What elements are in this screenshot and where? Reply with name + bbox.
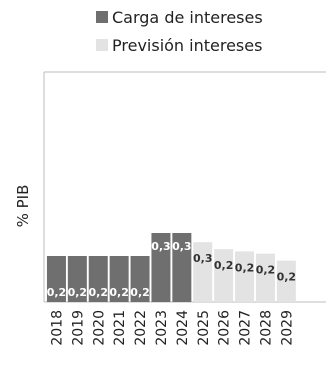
data-label-2025: 0,3: [193, 252, 213, 265]
x-tick-2029: 2029: [279, 310, 295, 346]
x-tick-2022: 2022: [133, 310, 149, 346]
bar-prevision-2026: [214, 249, 234, 302]
data-label-2019: 0,2: [68, 286, 88, 299]
legend-item-carga: Carga de intereses: [96, 6, 263, 28]
legend-swatch-carga: [96, 11, 108, 23]
x-tick-2018: 2018: [49, 310, 65, 346]
x-tick-2027: 2027: [238, 310, 254, 346]
data-label-2029: 0,2: [277, 271, 297, 284]
bar-carga-2021: [109, 256, 129, 302]
bar-carga-2020: [88, 256, 108, 302]
bar-carga-2023: [151, 233, 171, 302]
x-tick-2020: 2020: [91, 310, 107, 346]
data-label-2022: 0,2: [130, 286, 150, 299]
bar-prevision-2029: [276, 260, 296, 302]
data-label-2021: 0,2: [109, 286, 129, 299]
legend-swatch-prevision: [96, 39, 108, 51]
bar-carga-2022: [130, 256, 150, 302]
data-label-2027: 0,2: [235, 261, 255, 274]
data-label-2026: 0,2: [214, 259, 234, 272]
data-label-2020: 0,2: [89, 286, 109, 299]
legend-label-prevision: Previsión intereses: [112, 35, 263, 55]
x-tick-2028: 2028: [258, 310, 274, 346]
bar-carga-2019: [67, 256, 87, 302]
bar-prevision-2027: [235, 251, 255, 302]
bar-prevision-2028: [255, 253, 275, 302]
bar-prevision-2025: [193, 242, 213, 302]
legend-item-prevision: Previsión intereses: [96, 34, 263, 56]
data-label-2024: 0,3: [172, 240, 192, 253]
y-axis-label: % PIB: [14, 185, 32, 228]
data-label-2028: 0,2: [256, 264, 276, 277]
bar-carga-2018: [46, 256, 66, 302]
x-tick-2025: 2025: [196, 310, 212, 346]
x-tick-2024: 2024: [175, 310, 191, 346]
x-tick-2019: 2019: [70, 310, 86, 346]
x-tick-2021: 2021: [112, 310, 128, 346]
x-tick-2023: 2023: [154, 310, 170, 346]
data-label-2023: 0,3: [151, 240, 171, 253]
chart-legend: Carga de intereses Previsión intereses: [96, 6, 263, 62]
bar-carga-2024: [172, 233, 192, 302]
data-label-2018: 0,2: [47, 286, 67, 299]
legend-label-carga: Carga de intereses: [112, 7, 263, 27]
x-tick-2026: 2026: [217, 310, 233, 346]
